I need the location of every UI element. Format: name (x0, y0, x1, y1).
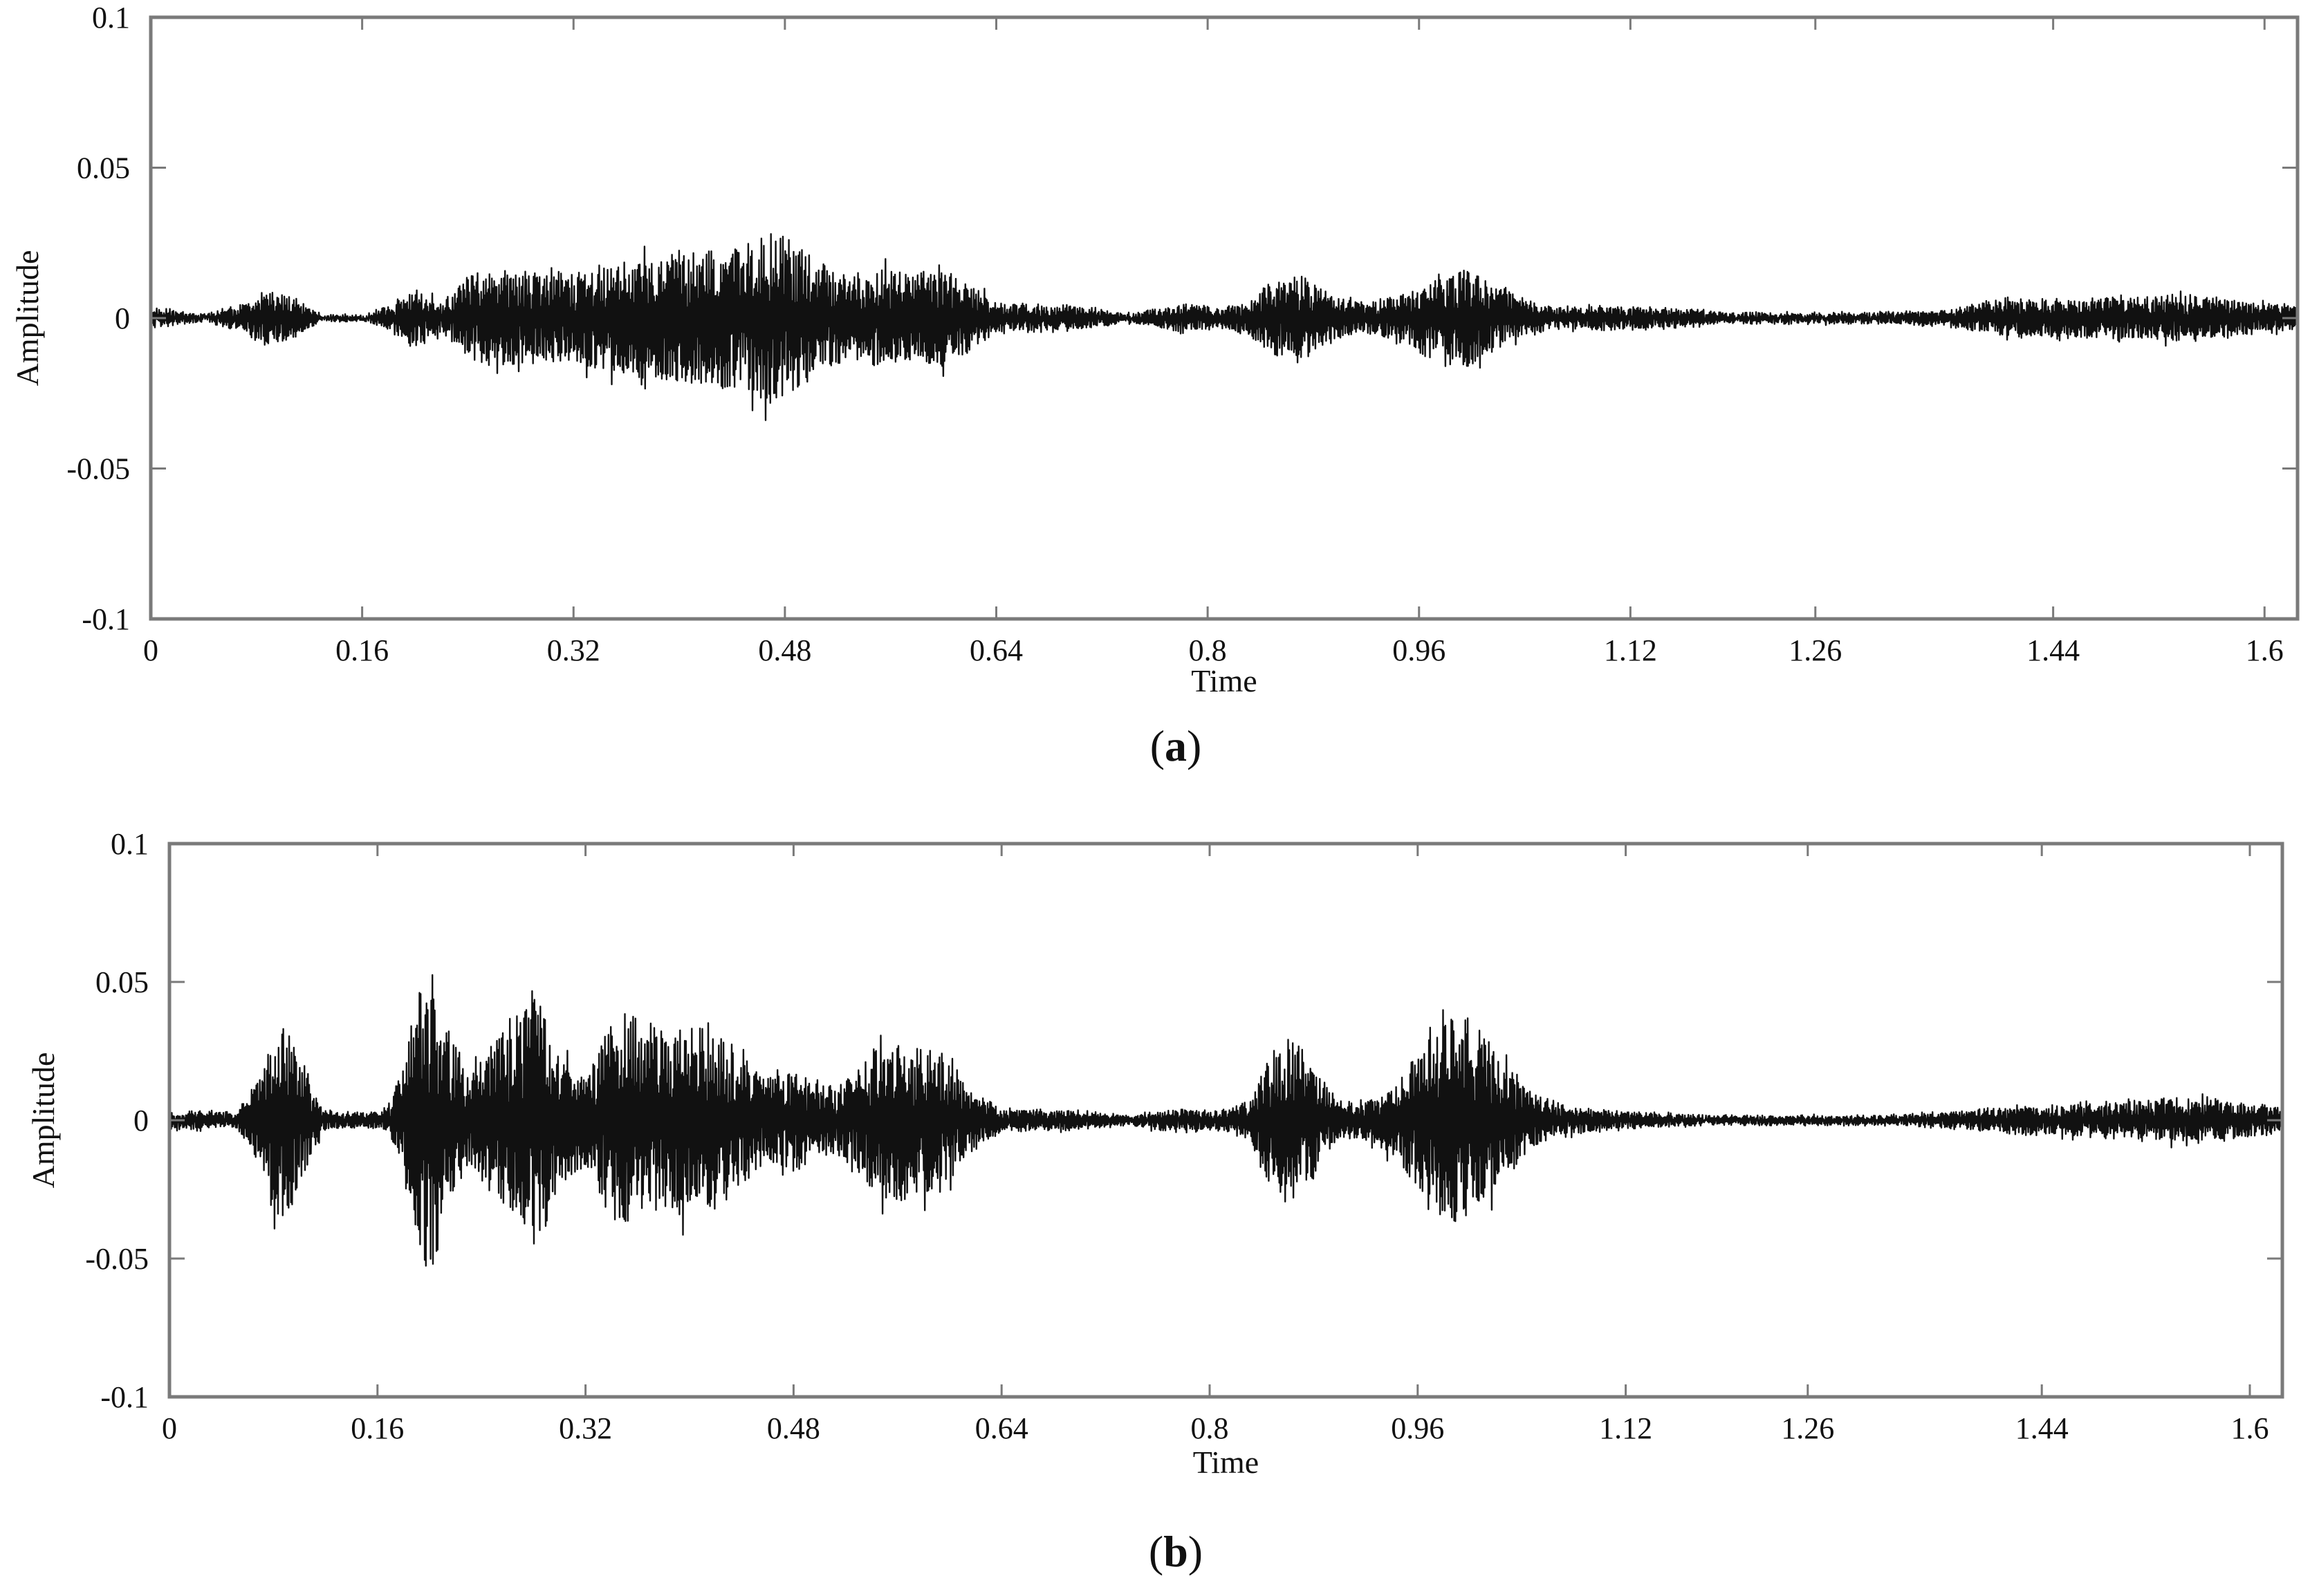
y-tick-label-b-4: 0.1 (111, 827, 149, 861)
y-tick-label-a-3: 0.05 (77, 151, 130, 185)
y-tick-label-a-4: 0.1 (92, 1, 130, 35)
panel-a: 0 0.16 0.32 0.48 0.64 0.8 0.96 1.12 1.26 1.44 1.6 -… (10, 1, 2300, 770)
x-tick-label-a-3: 0.48 (758, 633, 811, 667)
y-tick-label-b-3: 0.05 (95, 965, 149, 999)
x-tick-label-a-1: 0.16 (335, 633, 389, 667)
x-tick-label-b-5: 0.8 (1191, 1411, 1229, 1445)
x-tick-label-a-7: 1.12 (1604, 633, 1657, 667)
y-axis-label-a: Amplitude (10, 250, 45, 387)
x-tick-label-a-9: 1.44 (2026, 633, 2080, 667)
x-tick-label-a-4: 0.64 (970, 633, 1023, 667)
y-tick-label-b-2: 0 (133, 1104, 149, 1138)
waveform-line-a (149, 233, 2299, 421)
waveform-line-b (168, 974, 2284, 1267)
x-tick-label-b-8: 1.26 (1781, 1411, 1834, 1445)
x-tick-label-b-4: 0.64 (975, 1411, 1028, 1445)
panel-b: 0 0.16 0.32 0.48 0.64 0.8 0.96 1.12 1.26 1.44 1.6 -… (26, 827, 2284, 1576)
x-tick-label-a-8: 1.26 (1789, 633, 1842, 667)
x-tick-label-b-9: 1.44 (2015, 1411, 2069, 1445)
x-tick-label-b-6: 0.96 (1391, 1411, 1444, 1445)
y-tick-label-a-2: 0 (115, 301, 130, 335)
x-tick-label-b-3: 0.48 (767, 1411, 820, 1445)
x-tick-label-b-10: 1.6 (2231, 1411, 2269, 1445)
y-tick-label-b-1: -0.05 (85, 1242, 149, 1276)
x-tick-label-b-7: 1.12 (1599, 1411, 1652, 1445)
x-axis-label-a: Time (1191, 663, 1257, 698)
y-tick-label-a-0: -0.1 (82, 602, 130, 636)
x-tick-label-a-5: 0.8 (1189, 633, 1227, 667)
panel-caption-a: (a) (1150, 721, 1202, 770)
y-axis-label-b: Amplitude (26, 1052, 61, 1189)
x-tick-label-a-2: 0.32 (547, 633, 600, 667)
x-tick-label-a-10: 1.6 (2246, 633, 2284, 667)
x-tick-label-b-1: 0.16 (351, 1411, 404, 1445)
x-tick-label-a-0: 0 (143, 633, 158, 667)
panel-caption-b: (b) (1149, 1527, 1203, 1576)
y-tick-label-a-1: -0.05 (66, 452, 130, 486)
x-axis-label-b: Time (1193, 1445, 1259, 1480)
y-tick-label-b-0: -0.1 (100, 1380, 149, 1414)
x-tick-label-b-0: 0 (162, 1411, 177, 1445)
x-tick-label-b-2: 0.32 (559, 1411, 612, 1445)
x-tick-label-a-6: 0.96 (1392, 633, 1445, 667)
